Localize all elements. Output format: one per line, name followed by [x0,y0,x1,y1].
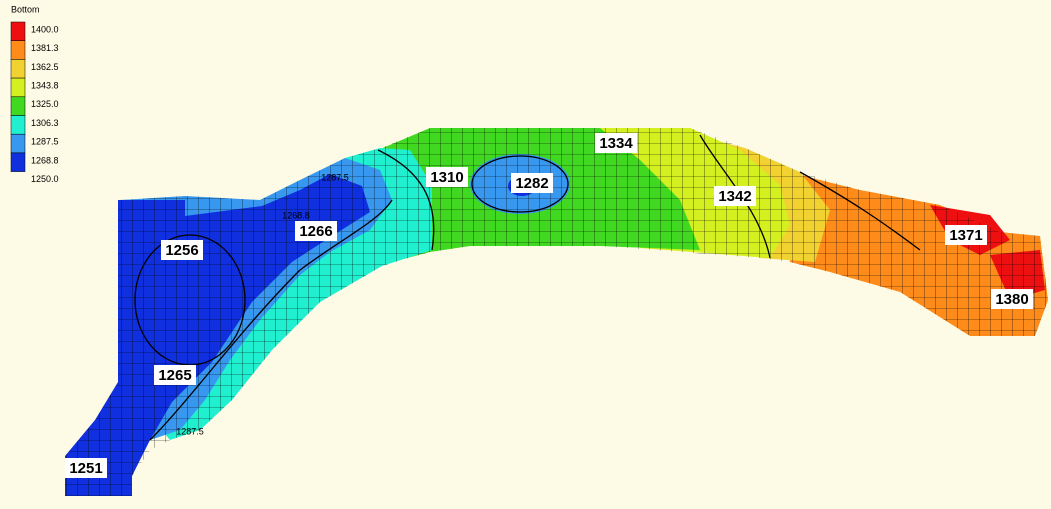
contour-label: 1251 [69,460,102,477]
contour-label: 1342 [718,188,751,205]
legend-swatch [11,41,25,60]
contour-label: 1256 [165,242,198,259]
legend-label: 1306.3 [31,118,59,128]
legend-title: Bottom [11,4,40,14]
contour-label: 1334 [599,135,633,152]
legend: Bottom 1400.0 1381.3 1362.5 1343.8 1325.0 130… [11,4,59,184]
map-view: Bottom 1400.0 1381.3 1362.5 1343.8 1325.0 130… [0,0,1051,504]
contour-minor-label: 1287.5 [176,426,204,436]
legend-label: 1343.8 [31,80,59,90]
contour-label: 1371 [949,227,982,244]
legend-swatch [11,22,25,41]
contour-label: 1380 [995,291,1028,308]
legend-swatch [11,153,25,172]
contour-minor-label: 1287.5 [321,172,349,182]
legend-label: 1268.8 [31,155,59,165]
legend-label: 1400.0 [31,24,59,34]
legend-label: 1250.0 [31,174,59,184]
legend-swatch [11,97,25,116]
contour-label: 1282 [515,175,548,192]
legend-swatch [11,116,25,135]
contour-label: 1266 [299,223,332,240]
page: {"legend":{"title":"Bottom","labels":["1… [0,0,1051,504]
model-grid [65,128,1048,496]
contour-label: 1265 [158,367,191,384]
legend-label: 1287.5 [31,137,59,147]
legend-swatch [11,134,25,153]
legend-label: 1381.3 [31,43,59,53]
legend-label: 1325.0 [31,99,59,109]
legend-label: 1362.5 [31,62,59,72]
contour-minor-label: 1268.8 [282,210,310,220]
legend-swatch [11,78,25,97]
legend-swatch [11,59,25,78]
contour-label: 1310 [430,169,463,186]
